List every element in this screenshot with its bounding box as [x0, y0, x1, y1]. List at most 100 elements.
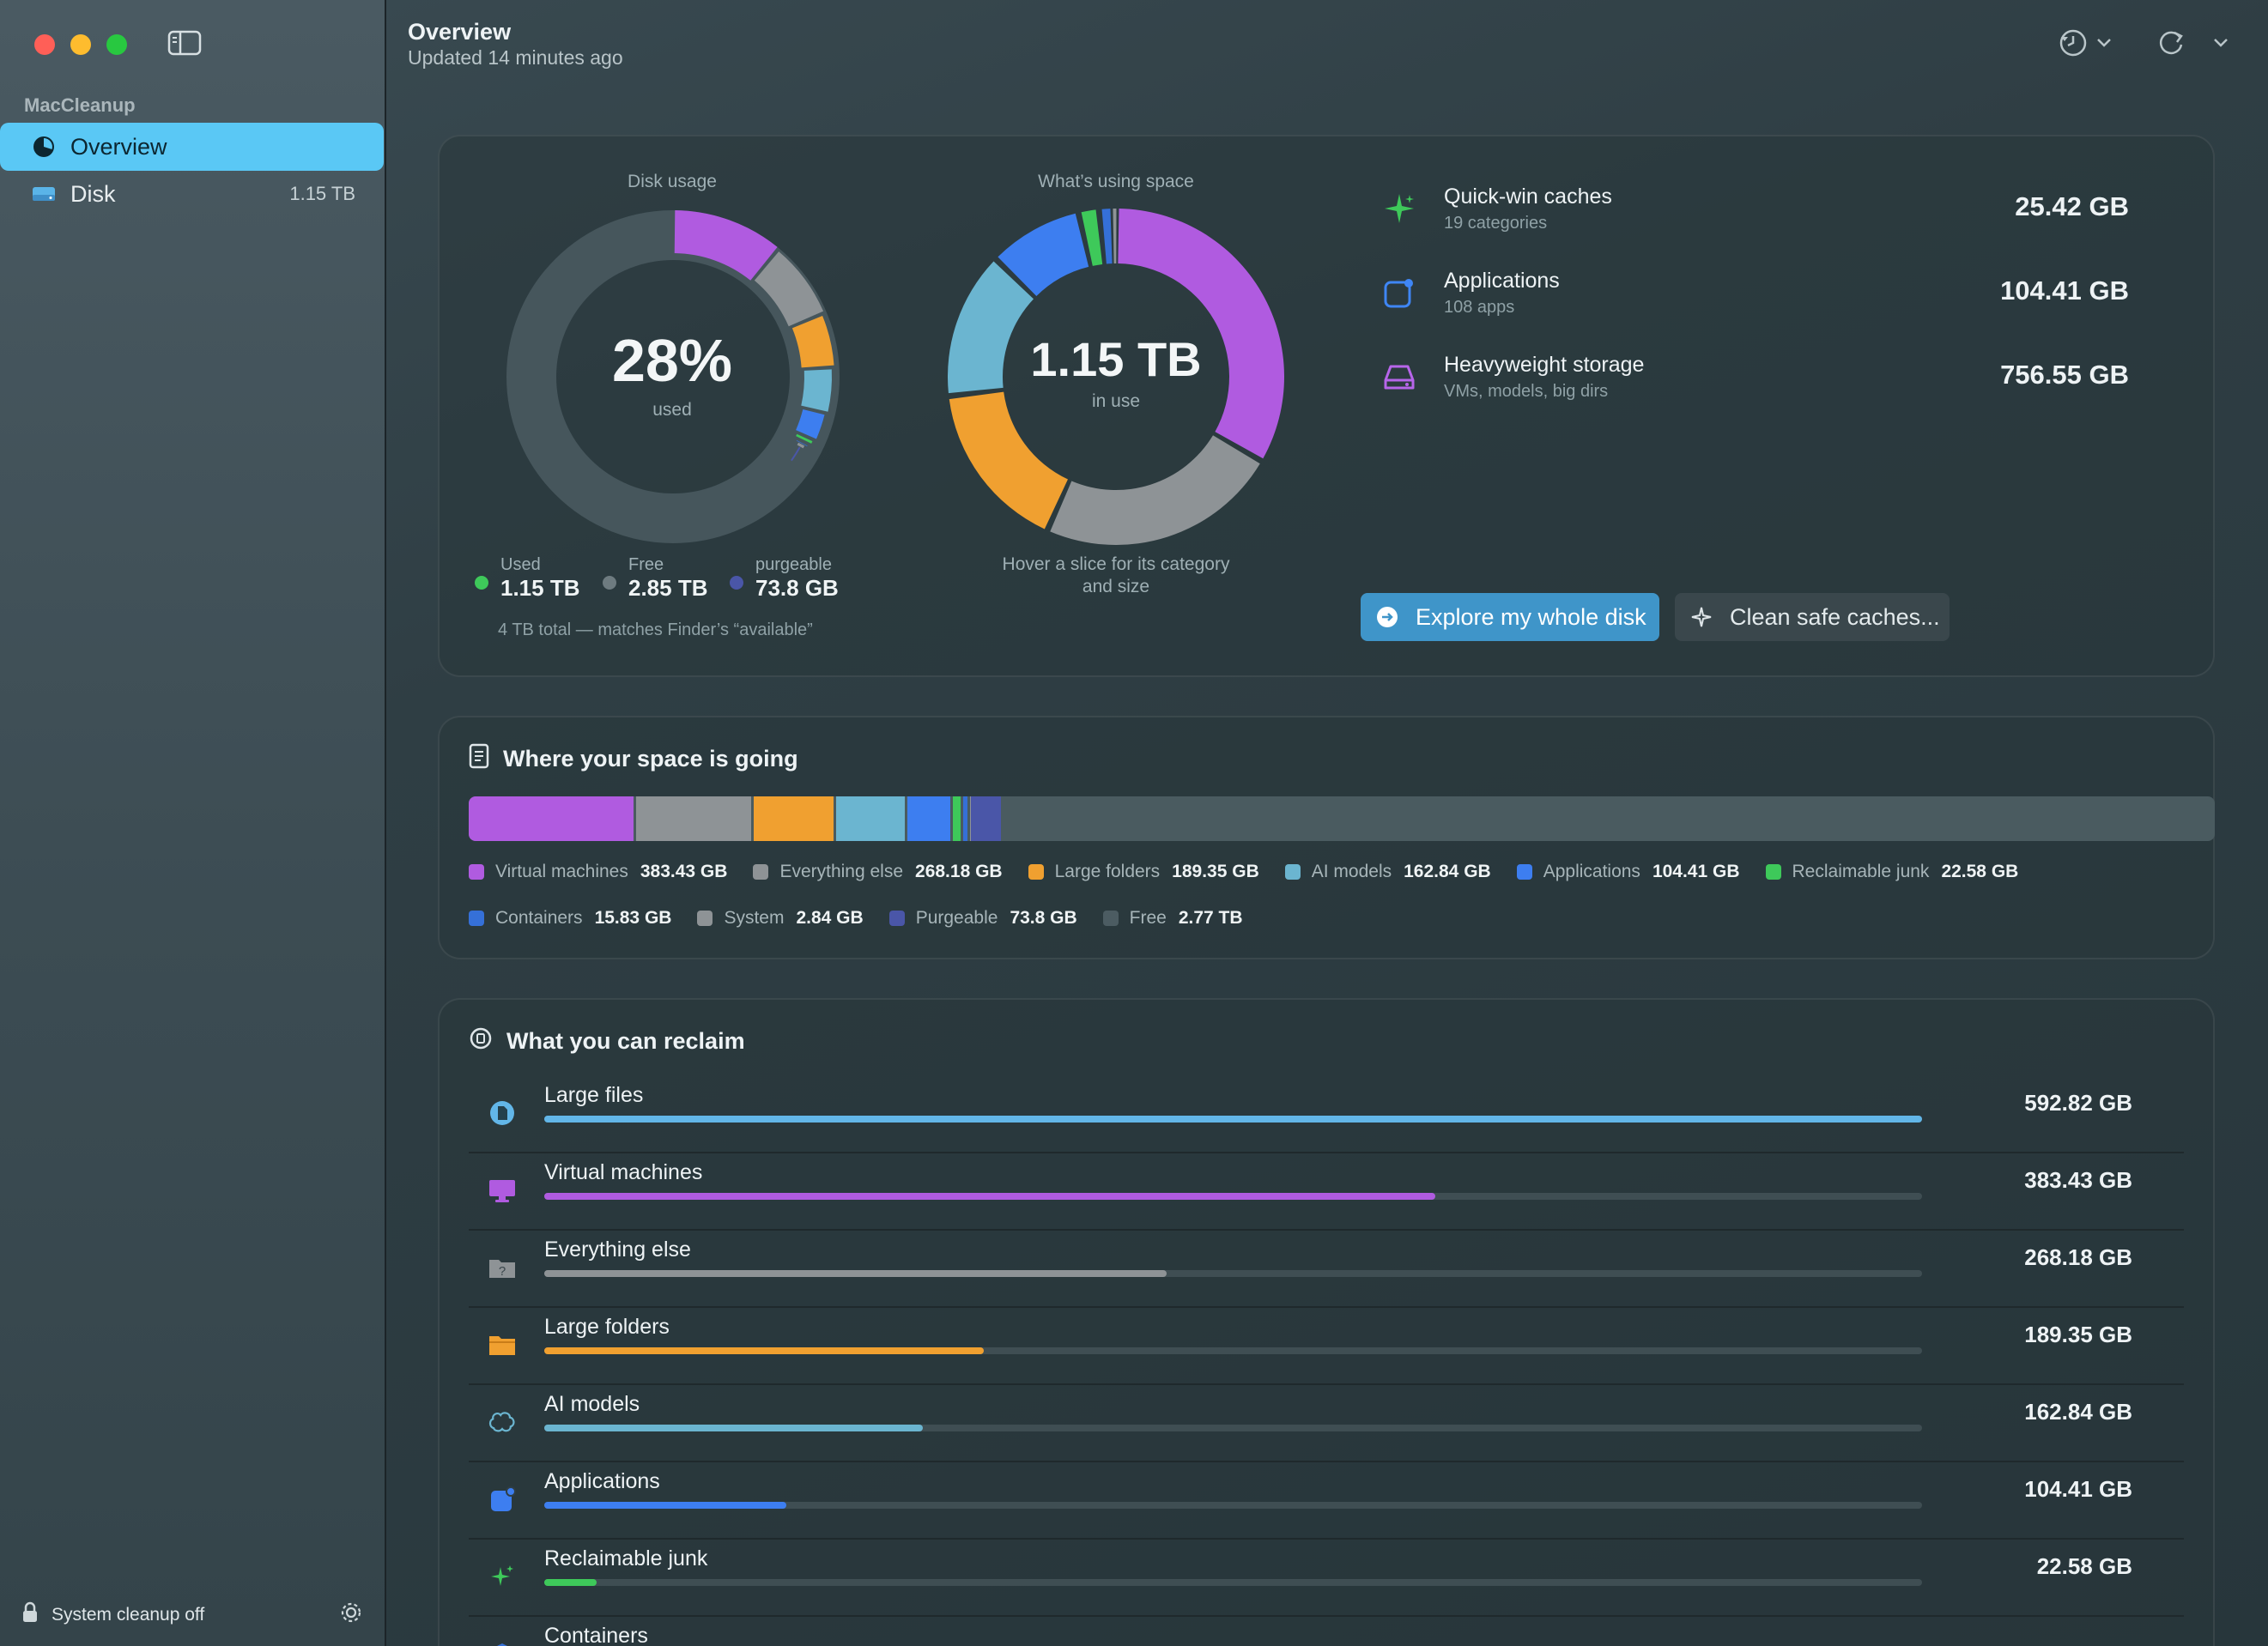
question-folder-icon: ?	[488, 1253, 517, 1282]
reclaim-row-ai-models[interactable]: AI models 162.84 GB	[469, 1383, 2184, 1462]
explore-disk-button[interactable]: Explore my whole disk	[1361, 593, 1659, 641]
row-name: Virtual machines	[544, 1160, 703, 1184]
legend-value: 2.84 GB	[796, 908, 864, 928]
disk-usage-title: Disk usage	[628, 172, 717, 191]
row-bar-fill	[544, 1193, 1436, 1200]
legend-item-everything-else[interactable]: Everything else 268.18 GB	[753, 862, 1003, 882]
space-slice-everything-else[interactable]	[1050, 435, 1260, 545]
box-icon	[488, 1639, 517, 1646]
disk-slice-large-folders[interactable]	[791, 315, 834, 368]
legend-swatch	[469, 864, 484, 880]
row-bar-fill	[544, 1425, 924, 1431]
row-bar-track	[544, 1270, 1922, 1277]
sidebar-item-disk[interactable]: Disk 1.15 TB	[0, 170, 385, 218]
disk-slice-reclaimable-junk[interactable]	[796, 433, 813, 444]
more-options-button[interactable]	[2213, 26, 2229, 64]
legend-item-reclaimable-junk[interactable]: Reclaimable junk 22.58 GB	[1765, 862, 2018, 882]
zoom-window-button[interactable]	[106, 34, 127, 55]
bar-segment-purgeable[interactable]	[971, 796, 1002, 841]
reclaim-row-reclaimable-junk[interactable]: Reclaimable junk 22.58 GB	[469, 1538, 2184, 1617]
space-usage-donut[interactable]	[948, 209, 1284, 545]
disk-slice-system[interactable]	[797, 442, 805, 449]
stat-heavyweight-storage[interactable]: Heavyweight storage VMs, models, big dir…	[1382, 353, 2129, 413]
legend-item-ai-models[interactable]: AI models 162.84 GB	[1284, 862, 1491, 882]
legend-dot	[475, 576, 488, 590]
folder-icon	[488, 1330, 517, 1359]
legend-item-system[interactable]: System 2.84 GB	[697, 908, 864, 929]
trash-icon	[469, 1026, 493, 1056]
legend-value: 383.43 GB	[640, 862, 728, 881]
legend-value: 15.83 GB	[594, 908, 672, 928]
refresh-button[interactable]	[2156, 26, 2186, 64]
reclaim-row-large-files[interactable]: Large files 592.82 GB	[469, 1074, 2184, 1153]
sidebar-toggle-icon[interactable]	[167, 29, 202, 57]
legend-item-virtual-machines[interactable]: Virtual machines 383.43 GB	[469, 862, 727, 882]
reclaim-row-containers[interactable]: Containers	[469, 1615, 2184, 1646]
space-breakdown-title: Where your space is going	[469, 743, 798, 775]
space-donut-caption: in use	[1091, 391, 1141, 411]
disk-slice-containers[interactable]	[796, 439, 808, 447]
disk-usage-donut[interactable]	[505, 209, 841, 545]
bar-segment-everything-else[interactable]	[636, 796, 751, 841]
disk-slice-applications[interactable]	[796, 408, 825, 439]
legend-swatch	[1028, 864, 1044, 880]
disk-slice-purgeable[interactable]	[791, 446, 801, 462]
legend-item-containers[interactable]: Containers 15.83 GB	[469, 908, 671, 929]
space-slice-applications[interactable]	[998, 213, 1089, 296]
bar-segment-large-folders[interactable]	[753, 796, 834, 841]
legend-label: Free	[1129, 908, 1167, 928]
breakdown-legend-row-2: Containers 15.83 GB System 2.84 GB Purgeab…	[469, 908, 1269, 929]
legend-value: 73.8 GB	[755, 575, 839, 601]
clean-caches-button[interactable]: Clean safe caches...	[1675, 593, 1950, 641]
history-button[interactable]	[2057, 26, 2112, 64]
monitor-icon	[488, 1176, 517, 1205]
chevron-down-icon	[2096, 37, 2112, 52]
close-window-button[interactable]	[34, 34, 55, 55]
legend-label: AI models	[1311, 862, 1392, 881]
bar-segment-virtual-machines[interactable]	[469, 796, 634, 841]
legend-swatch	[697, 911, 713, 926]
breakdown-legend-row-1: Virtual machines 383.43 GB Everything els…	[469, 862, 2044, 882]
legend-value: 2.85 TB	[628, 575, 708, 601]
disk-slice-everything-else[interactable]	[754, 251, 824, 327]
section-title-label: Where your space is going	[503, 746, 798, 772]
minimize-window-button[interactable]	[70, 34, 91, 55]
stat-value: 756.55 GB	[2000, 360, 2129, 390]
legend-value: 1.15 TB	[500, 575, 580, 601]
disk-slice-virtual-machines[interactable]	[674, 210, 778, 281]
reclaim-row-large-folders[interactable]: Large folders 189.35 GB	[469, 1306, 2184, 1385]
legend-free: Free 2.85 TB	[603, 555, 708, 602]
row-value: 592.82 GB	[2024, 1090, 2132, 1116]
row-name: AI models	[544, 1392, 640, 1416]
space-donut-center: 1.15 TB	[1030, 332, 1202, 386]
space-slice-reclaimable-junk[interactable]	[1081, 209, 1103, 266]
space-slice-containers[interactable]	[1101, 209, 1113, 264]
stat-quick-win-caches[interactable]: Quick-win caches 19 categories 25.42 GB	[1382, 185, 2129, 245]
space-slice-large-folders[interactable]	[949, 391, 1068, 530]
sidebar-item-overview[interactable]: Overview	[0, 123, 384, 171]
space-slice-ai-models[interactable]	[948, 261, 1034, 394]
bar-segment-applications[interactable]	[907, 796, 951, 841]
legend-item-applications[interactable]: Applications 104.41 GB	[1516, 862, 1740, 882]
disk-slice-ai-models[interactable]	[801, 369, 832, 412]
reclaim-row-applications[interactable]: Applications 104.41 GB	[469, 1461, 2184, 1540]
legend-item-large-folders[interactable]: Large folders 189.35 GB	[1028, 862, 1259, 882]
legend-item-purgeable[interactable]: Purgeable 73.8 GB	[888, 908, 1077, 929]
space-stacked-bar[interactable]	[469, 796, 2215, 841]
legend-swatch	[753, 864, 769, 880]
space-slice-virtual-machines[interactable]	[1118, 209, 1284, 459]
space-slice-system[interactable]	[1113, 209, 1117, 264]
stat-applications[interactable]: Applications 108 apps 104.41 GB	[1382, 269, 2129, 329]
reclaim-row-everything-else[interactable]: ? Everything else 268.18 GB	[469, 1229, 2184, 1308]
legend-value: 104.41 GB	[1652, 862, 1740, 881]
bar-segment-containers[interactable]	[962, 796, 968, 841]
reclaim-row-virtual-machines[interactable]: Virtual machines 383.43 GB	[469, 1152, 2184, 1231]
gear-icon[interactable]	[338, 1600, 364, 1631]
bar-segment-reclaimable-junk[interactable]	[953, 796, 961, 841]
space-donut-hint: Hover a slice for its category and size	[1002, 554, 1230, 596]
bar-segment-ai-models[interactable]	[836, 796, 906, 841]
legend-value: 73.8 GB	[1010, 908, 1077, 928]
legend-item-free[interactable]: Free 2.77 TB	[1102, 908, 1243, 929]
row-name: Large folders	[544, 1315, 670, 1339]
button-label: Explore my whole disk	[1416, 603, 1646, 630]
